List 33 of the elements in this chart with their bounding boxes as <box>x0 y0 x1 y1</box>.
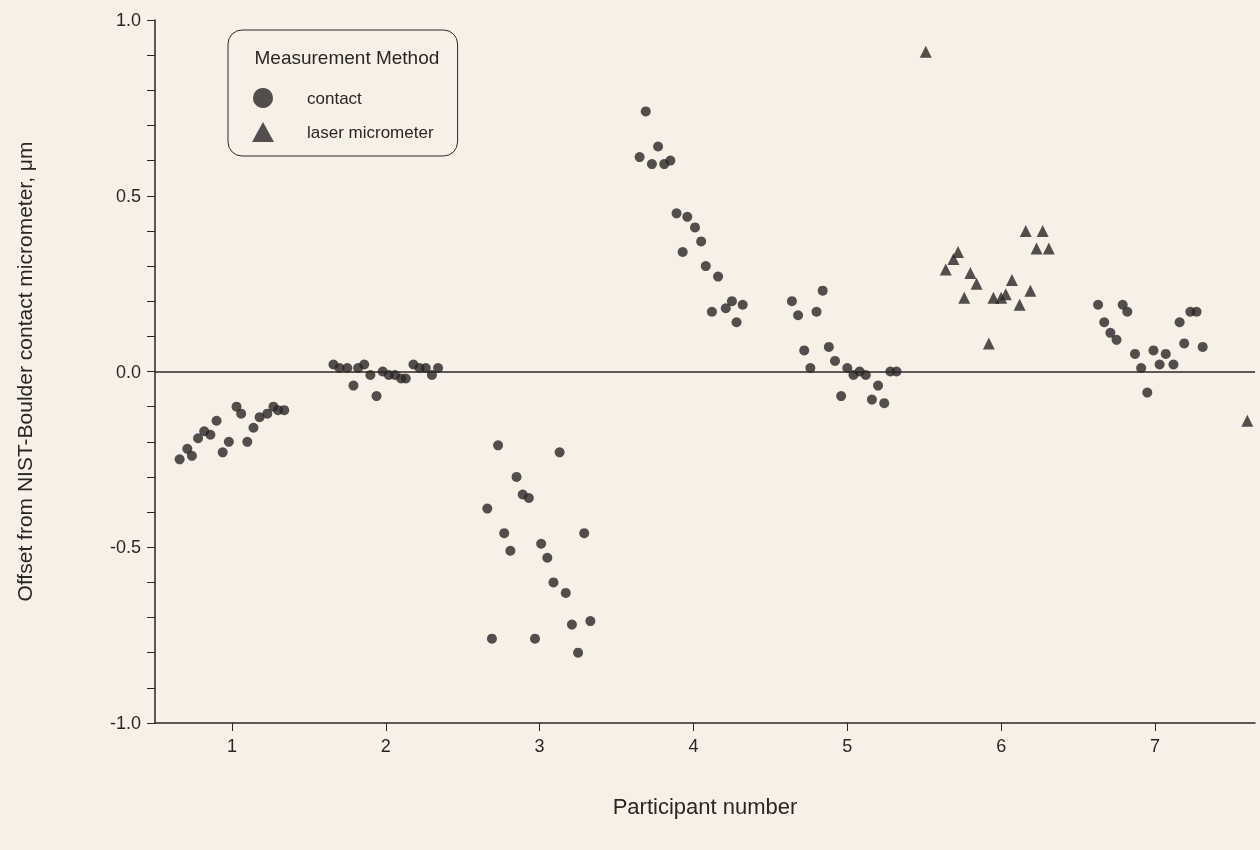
y-tick-label: -0.5 <box>109 537 141 558</box>
point <box>958 291 971 304</box>
x-tick-label: 7 <box>1149 736 1161 756</box>
point <box>964 267 977 280</box>
y-tick-label: -1.0 <box>109 713 141 733</box>
y-tick-label: 0.5 <box>115 185 141 206</box>
point <box>1005 274 1018 287</box>
point <box>1241 414 1254 427</box>
y-tick-label: 0.0 <box>115 361 141 382</box>
x-tick-label: 2 <box>380 736 391 756</box>
point <box>1019 224 1032 237</box>
point <box>952 245 965 258</box>
point <box>919 45 932 58</box>
legend-title: Measurement Method <box>254 46 440 68</box>
point <box>970 277 983 290</box>
legend-label: contact <box>307 88 363 108</box>
point <box>982 337 995 350</box>
y-tick-label: 1.0 <box>115 10 141 30</box>
point <box>1013 298 1026 311</box>
point <box>1024 284 1037 297</box>
x-tick-label: 5 <box>842 736 853 756</box>
point <box>1036 224 1049 237</box>
point <box>939 263 952 276</box>
x-tick-label: 1 <box>226 736 237 756</box>
x-tick-label: 6 <box>996 736 1007 756</box>
point <box>1042 242 1055 255</box>
x-tick-label: 3 <box>534 736 545 756</box>
point <box>1030 242 1043 255</box>
y-axis-title: Offset from NIST-Boulder contact micrometer, μm <box>13 141 36 602</box>
legend-label: laser micrometer <box>307 122 434 142</box>
x-tick-label: 4 <box>688 736 699 756</box>
point <box>999 288 1012 301</box>
x-axis-title: Participant number <box>612 793 798 819</box>
